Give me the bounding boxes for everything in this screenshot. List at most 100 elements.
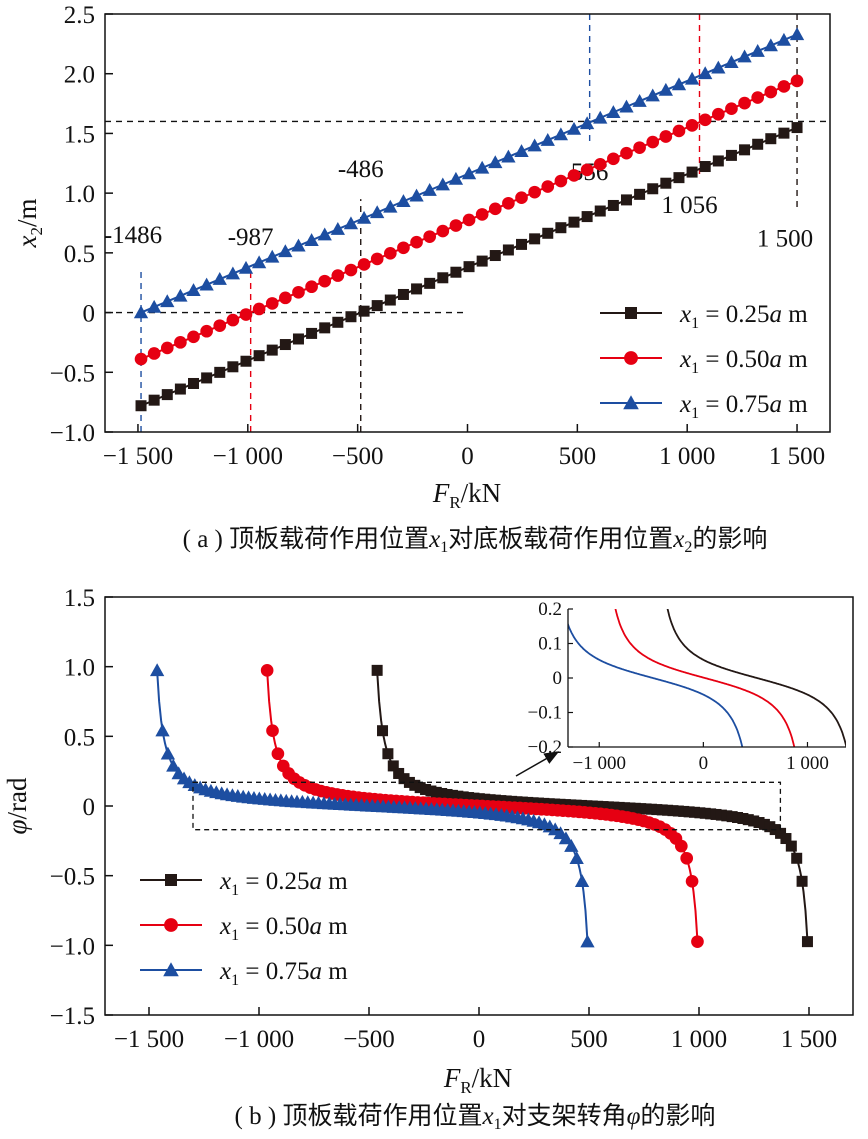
a-series-0-point-47 [752,138,764,150]
a-series-0-point-48 [765,133,777,145]
a-series-2-point-7 [225,266,241,280]
chart-b-ticks: −1 500 −1 000 −500 0 500 1 000 1 500 1.5 1.0 0.5 0… [50,585,837,1053]
a-series-1-point-2 [160,341,174,355]
a-series-0-point-27 [489,250,501,262]
a-series-0-point-6 [214,366,226,378]
a-ytick-label-7: −1.0 [50,420,95,447]
b-series-2-point-1 [155,723,170,737]
a-series-1-point-37 [620,146,633,160]
a-series-1-point-29 [515,191,528,205]
a-series-1-point-48 [764,85,778,99]
a-series-1-point-16 [344,263,358,277]
a-series-0-point-9 [253,350,265,362]
a-series-0-point-20 [397,288,409,300]
a-annotation-5: 1 500 [757,226,813,253]
a-series-1-point-19 [383,247,397,260]
a-series-1-point-25 [462,213,476,227]
a-series-2-point-41 [671,77,687,91]
a-xtick-label-4: 500 [559,443,597,470]
a-series-0-point-28 [502,244,514,256]
a-series-2-point-39 [645,88,660,102]
a-ytick-label-5: 0 [83,301,96,328]
b-series-2-point-2 [160,746,176,760]
a-series-0-point-17 [358,305,370,317]
inset-series-line-1 [614,609,796,747]
b-series-0-point-78 [791,852,803,864]
a-series-0-point-42 [686,166,698,178]
a-series-2-point-46 [737,49,752,63]
a-series-2-point-44 [711,60,726,74]
chart-b-zoom-box [192,781,782,831]
a-annotation-0: -1486 [104,222,162,249]
b-series-0-point-79 [796,875,808,887]
b-series-2-point-76 [558,831,574,845]
b-series-0-point-1 [377,725,389,737]
b-ytick-label-6: −1.5 [50,1003,95,1030]
a-series-2-point-27 [488,155,503,169]
a-series-1-point-36 [607,152,620,166]
chart-b-inset: 0.2 0.1 0 −0.1 −0.2 −1 000 0 1 000 [515,599,846,777]
a-series-0-point-21 [411,283,423,295]
a-series-2-point-17 [356,210,372,224]
a-series-1-point-23 [436,224,450,238]
inset-series-line-2 [568,621,744,747]
chart-a-caption: ( a ) 顶板载荷作用位置x1对底板载荷作用位置x2的影响 [183,525,768,556]
a-series-1-point-18 [370,252,384,266]
b-series-1-point-0 [260,664,274,677]
b-legend-label-1: x1 = 0.50a m [219,913,348,944]
a-series-1-point-27 [488,202,502,216]
a-series-1-point-0 [134,352,148,366]
a-series-2-point-38 [632,94,647,107]
b-series-2-point-80 [580,934,595,948]
a-series-1-point-15 [331,269,345,282]
b-xtick-label-1: −1 000 [224,1026,294,1053]
a-annotation-1: -987 [228,224,274,251]
a-ytick-label-4: 0.5 [64,241,95,268]
a-series-1-point-21 [410,235,423,249]
chart-a-x-axis-label: FR/kN [432,478,501,512]
b-series-0-point-2 [382,748,394,760]
a-series-1-point-22 [423,230,437,243]
inset-ytick-label-0: 0.2 [538,599,562,620]
a-annotation-2: -486 [338,156,384,183]
a-xtick-label-3: 0 [461,443,474,470]
a-series-0-point-37 [620,194,632,206]
a-series-1-point-28 [502,196,515,210]
a-series-2-point-5 [199,277,214,291]
a-series-1-point-50 [790,74,804,88]
a-series-0-point-14 [319,322,331,334]
inset-series-line-0 [666,609,846,747]
a-series-1-point-32 [554,174,568,188]
b-series-2-point-3 [166,758,181,772]
a-series-0-point-33 [568,216,580,228]
chart-b-y-axis-label: φ/rad [2,777,32,834]
b-series-0-point-80 [801,936,813,948]
b-xtick-label-0: −1 500 [114,1026,184,1053]
a-series-0-point-10 [266,344,278,356]
inset-xtick-label-0: −1 000 [573,753,626,774]
a-xtick-label-1: −1 000 [213,443,283,470]
a-series-0-point-3 [174,383,186,395]
a-series-0-point-29 [516,238,528,250]
a-series-2-point-22 [422,183,437,196]
b-legend-marker-0 [165,874,177,886]
a-series-2-point-30 [527,138,542,152]
inset-xtick-label-1: 0 [699,753,709,774]
a-series-1-point-17 [357,258,371,271]
a-ytick-label-3: 1.0 [64,181,95,208]
a-series-1-point-40 [659,130,673,143]
a-series-1-point-30 [528,185,541,199]
a-ytick-label-2: 1.5 [64,121,95,148]
a-series-2-point-31 [540,132,555,146]
b-series-0-point-76 [780,833,792,845]
b-series-2-point-79 [574,874,590,888]
a-series-1-point-26 [475,208,489,221]
a-series-2-point-3 [173,288,188,302]
a-legend-marker-2 [623,395,639,410]
a-series-1-point-6 [213,319,227,332]
a-series-0-point-35 [594,205,606,217]
a-annotation-4: 1 056 [661,192,717,219]
a-series-1-point-47 [751,91,765,104]
a-series-0-point-5 [201,372,213,384]
chart-a-y-axis-label: x2/m [12,199,46,249]
